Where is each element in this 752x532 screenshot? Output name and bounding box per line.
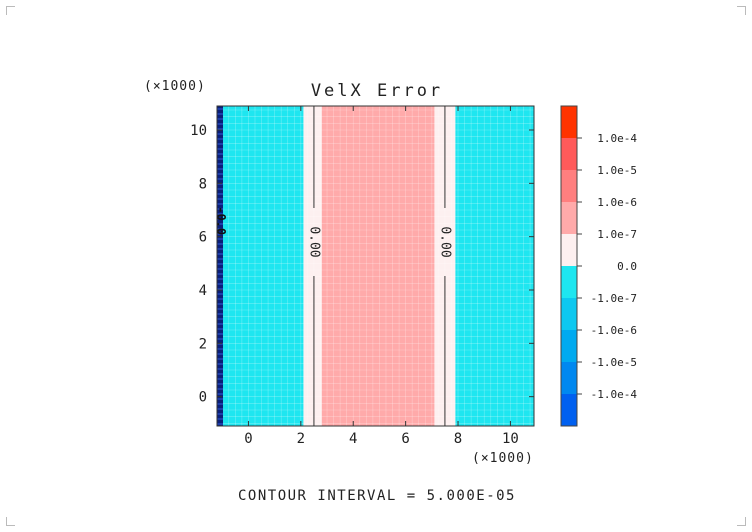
y-tick-label: 4 bbox=[199, 283, 207, 299]
colorbar-label: -1.0e-5 bbox=[591, 356, 637, 369]
x-tick-label: 2 bbox=[297, 431, 305, 447]
colorbar-swatch-2 bbox=[561, 170, 577, 202]
edge-contour-band bbox=[217, 106, 223, 426]
colorbar-swatch-8 bbox=[561, 362, 577, 394]
colorbar-label: 1.0e-6 bbox=[597, 196, 637, 209]
corner-mark-bottom-left bbox=[6, 517, 15, 526]
y-tick-label: 2 bbox=[199, 336, 207, 352]
contour-band-3 bbox=[434, 106, 456, 426]
y-tick-label: 6 bbox=[199, 230, 207, 246]
colorbar-label: -1.0e-6 bbox=[591, 324, 637, 337]
colorbar-label: 1.0e-5 bbox=[597, 164, 637, 177]
contour-band-4 bbox=[455, 106, 534, 426]
contour-label-0: 0.00 bbox=[306, 226, 321, 257]
colorbar-label: 0.0 bbox=[617, 260, 637, 273]
x-tick-label: 0 bbox=[244, 431, 252, 447]
corner-mark-top-left bbox=[6, 6, 15, 15]
contour-band-1 bbox=[303, 106, 322, 426]
x-scale-label: (×1000) bbox=[472, 451, 534, 466]
colorbar-label: -1.0e-4 bbox=[591, 388, 638, 401]
corner-mark-top-right bbox=[737, 6, 746, 15]
plot-frame bbox=[216, 105, 535, 427]
colorbar-swatch-0 bbox=[561, 106, 577, 138]
contour-band-0 bbox=[217, 106, 304, 426]
y-tick-label: 8 bbox=[199, 176, 207, 192]
colorbar-swatch-3 bbox=[561, 202, 577, 234]
x-tick-label: 10 bbox=[502, 431, 519, 447]
colorbar-label: -1.0e-7 bbox=[591, 292, 637, 305]
colorbar-swatch-4 bbox=[561, 234, 577, 266]
contour-interval-footer: CONTOUR INTERVAL = 5.000E-05 bbox=[238, 488, 516, 504]
colorbar-swatch-5 bbox=[561, 266, 577, 298]
y-tick-label: 10 bbox=[190, 123, 207, 139]
x-tick-label: 8 bbox=[454, 431, 462, 447]
colorbar-label: 1.0e-4 bbox=[597, 132, 637, 145]
y-tick-label: 0 bbox=[199, 390, 207, 406]
x-tick-label: 6 bbox=[401, 431, 409, 447]
contour-label-1: 0.00 bbox=[437, 226, 452, 257]
colorbar-swatch-7 bbox=[561, 330, 577, 362]
colorbar-swatch-6 bbox=[561, 298, 577, 330]
edge-contour-label: -0.0 bbox=[214, 206, 228, 235]
y-scale-label: (×1000) bbox=[144, 79, 206, 94]
chart-title: VelX Error bbox=[311, 81, 443, 101]
corner-mark-bottom-right bbox=[737, 517, 746, 526]
contour-band-2 bbox=[321, 106, 435, 426]
colorbar-label: 1.0e-7 bbox=[597, 228, 637, 241]
colorbar-swatch-1 bbox=[561, 138, 577, 170]
colorbar-swatch-9 bbox=[561, 394, 577, 426]
x-tick-label: 4 bbox=[349, 431, 357, 447]
